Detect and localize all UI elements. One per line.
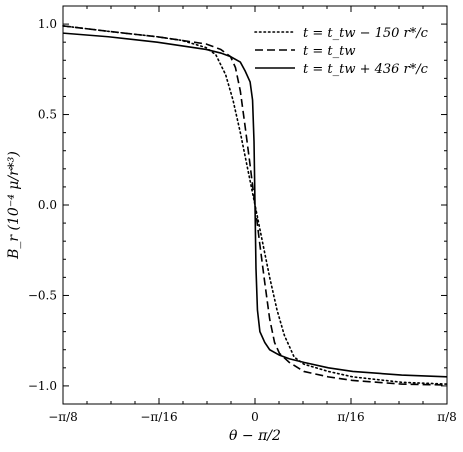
x-tick-label: π/8 [437, 410, 457, 424]
series-line-1 [62, 25, 448, 385]
x-tick-label: π/16 [337, 410, 364, 424]
y-tick-label: −1.0 [28, 379, 57, 393]
x-tick-label: −π/16 [140, 410, 177, 424]
y-axis-label: B_r (10⁻⁴ μ/r*³) [6, 151, 22, 260]
series-line-3 [62, 32, 448, 378]
x-tick-label: −π/8 [48, 410, 78, 424]
axes-frame: −π/8 −π/16 0 π/16 π/8 −1.0 −0.5 0.0 0.5 1.0 [28, 5, 457, 424]
legend-label-3: t = t_tw + 436 r*/c [303, 62, 429, 77]
y-tick-label: 0.0 [38, 198, 57, 212]
x-axis-label: θ − π/2 [229, 428, 281, 444]
data-curves [62, 25, 448, 386]
legend-label-1: t = t_tw − 150 r*/c [303, 26, 429, 41]
y-tick-label: −0.5 [28, 288, 57, 302]
x-tick-label: 0 [251, 410, 259, 424]
y-tick-label: 0.5 [38, 108, 57, 122]
legend: t = t_tw − 150 r*/c t = t_twt = t_tw + 43… [254, 26, 429, 77]
axis-labels: θ − π/2 B_r (10⁻⁴ μ/r*³) [6, 151, 281, 444]
legend-label-2: t = t_tw [303, 44, 355, 59]
y-tick-label: 1.0 [38, 17, 57, 31]
series-line-2 [62, 25, 448, 386]
